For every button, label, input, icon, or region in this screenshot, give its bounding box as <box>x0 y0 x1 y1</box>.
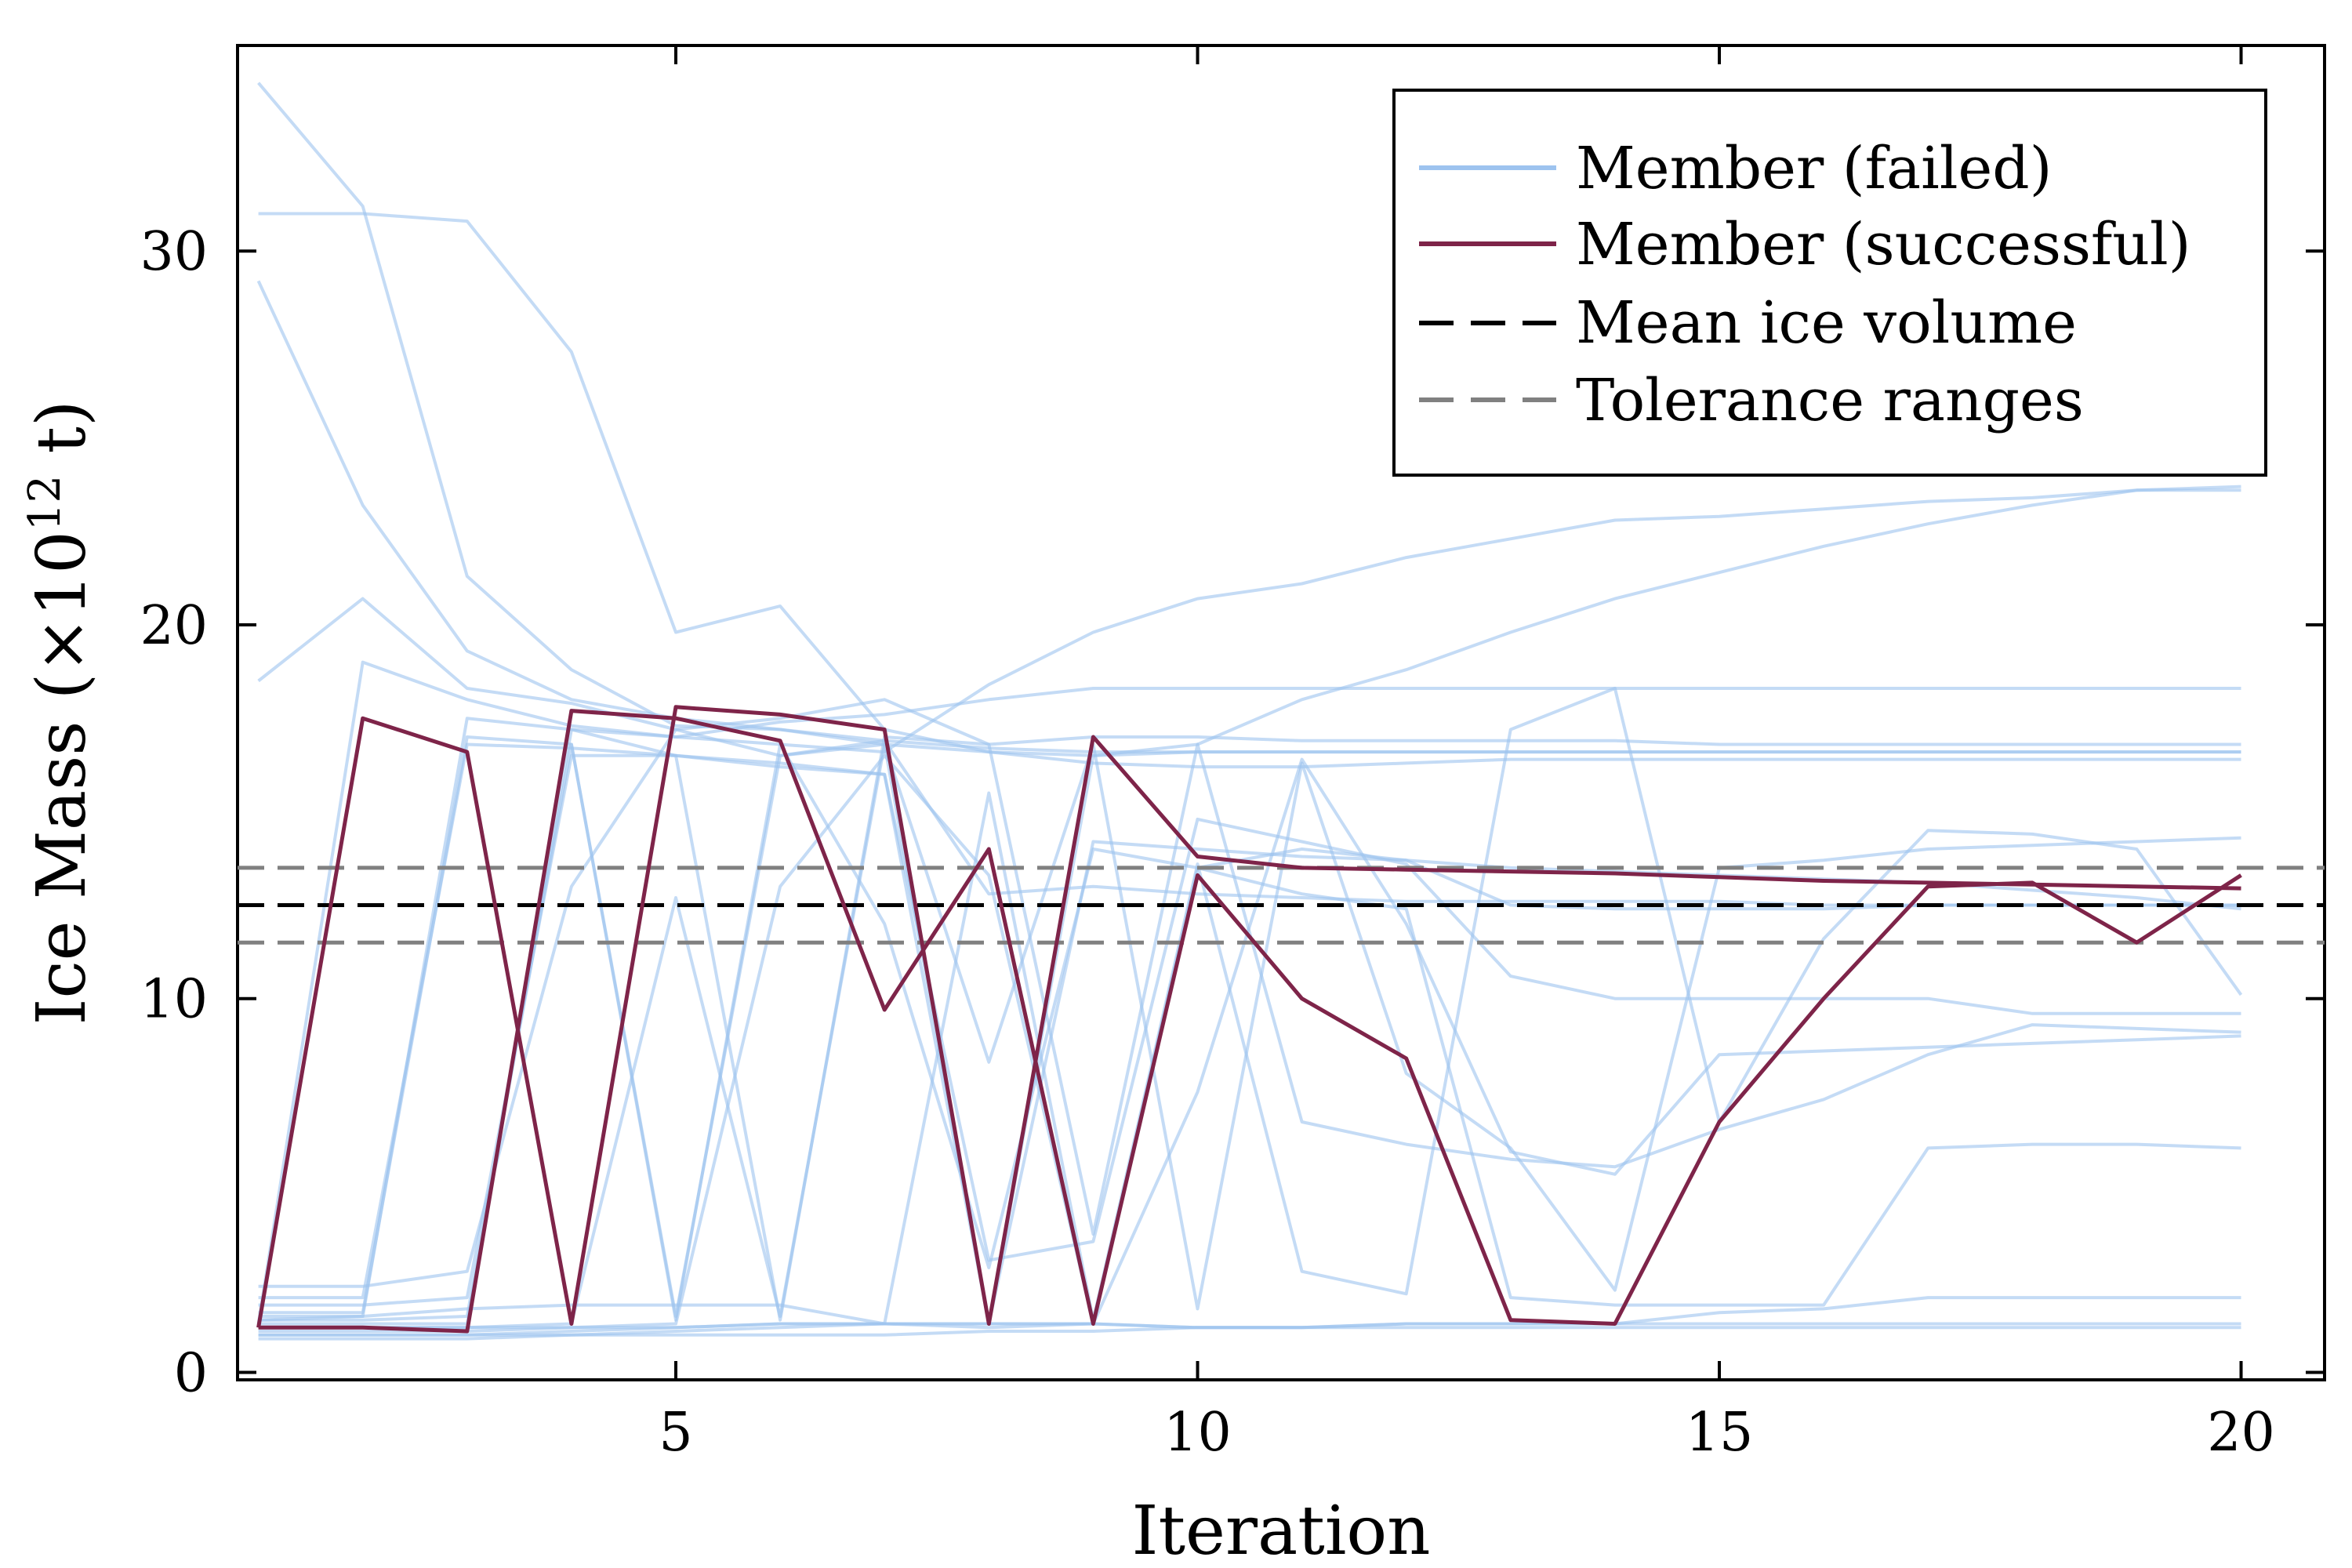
x-axis-label: Iteration <box>1131 1492 1430 1568</box>
series-failed-member-1 <box>257 82 2241 769</box>
y-tick-label-20: 20 <box>140 595 208 657</box>
x-tick-label-10: 10 <box>1163 1402 1232 1464</box>
legend: Member (failed) Member (successful) Mean… <box>1392 89 2267 477</box>
series-failed-member-6 <box>258 687 2241 1318</box>
y-axis-label-exponent: 12 <box>20 475 71 531</box>
series-failed-member-3 <box>256 280 2241 754</box>
x-tick-label-20: 20 <box>2207 1402 2275 1464</box>
series-failed-member-15 <box>258 687 2243 1337</box>
series-failed-member-12 <box>258 728 2241 1326</box>
y-axis-label-unit: t) <box>23 400 101 474</box>
legend-box <box>1392 89 2267 477</box>
series-successful-member <box>256 705 2241 1328</box>
y-tick-label-30: 30 <box>140 221 208 283</box>
legend-label-mean: Mean ice volume <box>1576 289 2077 357</box>
series-failed-member-9 <box>258 753 2241 1307</box>
y-axis-label: Ice Mass (×1012 t) <box>20 400 101 1025</box>
series-successful-member-2 <box>258 709 2242 1334</box>
successful-members-layer <box>256 705 2242 1334</box>
series-failed-member-19 <box>258 1322 2241 1337</box>
y-axis-label-main: Ice Mass (×10 <box>23 531 101 1025</box>
reference-lines-layer <box>238 866 2325 945</box>
series-failed-member-4 <box>257 597 2241 746</box>
x-tick-label-5: 5 <box>659 1402 692 1464</box>
series-failed-member-8 <box>258 485 2241 1326</box>
series-failed-member-13 <box>258 742 2241 1330</box>
legend-label-tolerance: Tolerance ranges <box>1576 367 2084 434</box>
series-failed-member-5 <box>256 488 2241 1324</box>
x-tick-label-15: 15 <box>1686 1402 1754 1464</box>
legend-label-successful: Member (successful) <box>1576 211 2191 278</box>
ticks-layer: 5 10 15 20 0 10 20 30 <box>140 45 2325 1464</box>
y-tick-label-10: 10 <box>140 969 208 1031</box>
y-tick-label-0: 0 <box>174 1342 208 1404</box>
legend-label-failed: Member (failed) <box>1576 135 2053 202</box>
